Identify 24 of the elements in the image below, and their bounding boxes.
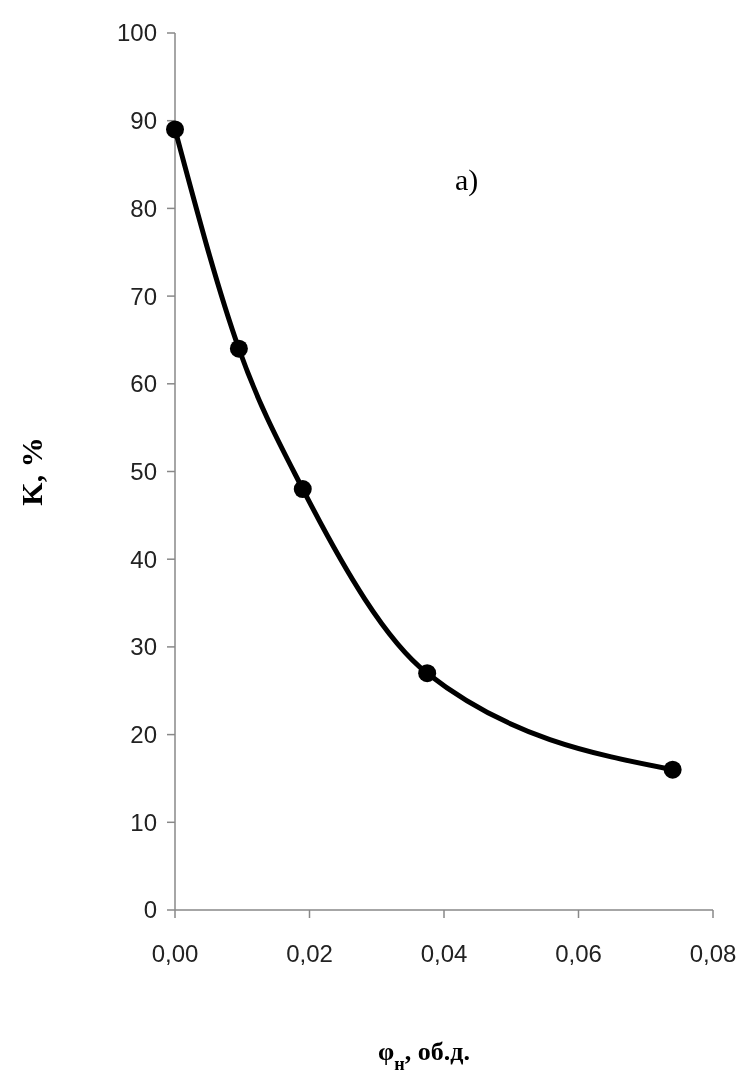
x-tick-label: 0,04 [420,940,468,967]
y-tick-label: 20 [130,721,157,748]
point [418,664,437,683]
y-tick-label: 100 [116,19,157,47]
x-tick-label: 0,08 [689,940,737,967]
y-tick-label: 90 [130,107,157,135]
x-tick-label: 0,00 [151,940,199,967]
annotation: a) [455,163,479,197]
x-tick-label: 0,06 [555,940,602,967]
point [293,480,312,499]
x-axis-title: φ$_{н}$, об.д. [378,1037,470,1070]
y-tick-label: 0 [143,896,157,924]
y-tick-label: 60 [130,370,157,398]
point [166,120,184,139]
y-tick-label: 10 [130,808,157,836]
y-tick-label: 50 [130,457,157,485]
point [663,760,682,779]
y-axis-title: K, % [15,437,48,506]
y-tick-label: 40 [130,545,157,573]
x-tick-label: 0,02 [286,940,333,967]
y-tick-label: 80 [130,194,157,222]
y-tick-label: 30 [130,633,157,661]
y-tick-label: 70 [130,282,157,310]
point [229,339,248,358]
